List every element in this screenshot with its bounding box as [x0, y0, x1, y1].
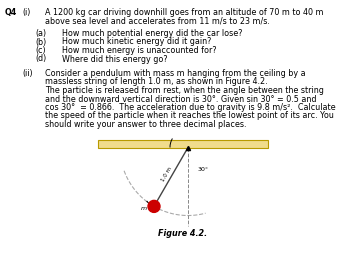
Text: and the downward vertical direction is 30°. Given sin 30° = 0.5 and: and the downward vertical direction is 3… — [45, 95, 316, 103]
Text: How much kinetic energy did it gain?: How much kinetic energy did it gain? — [62, 37, 211, 46]
Text: cos 30°  = 0.866.  The acceleration due to gravity is 9.8 m/s².  Calculate: cos 30° = 0.866. The acceleration due to… — [45, 103, 336, 112]
Text: massless string of length 1.0 m, as shown in Figure 4.2.: massless string of length 1.0 m, as show… — [45, 78, 268, 87]
Circle shape — [148, 200, 160, 212]
Text: A 1200 kg car driving downhill goes from an altitude of 70 m to 40 m: A 1200 kg car driving downhill goes from… — [45, 8, 323, 17]
Text: (d): (d) — [35, 54, 46, 64]
Text: (a): (a) — [35, 29, 46, 38]
Text: the speed of the particle when it reaches the lowest point of its arc. You: the speed of the particle when it reache… — [45, 111, 334, 120]
Text: should write your answer to three decimal places.: should write your answer to three decima… — [45, 120, 246, 129]
Text: 30°: 30° — [198, 167, 209, 172]
Text: Figure 4.2.: Figure 4.2. — [159, 230, 208, 238]
Text: How much potential energy did the car lose?: How much potential energy did the car lo… — [62, 29, 243, 38]
Text: m: m — [141, 206, 147, 211]
Text: (i): (i) — [22, 8, 30, 17]
Text: The particle is released from rest, when the angle between the string: The particle is released from rest, when… — [45, 86, 324, 95]
Text: (c): (c) — [35, 46, 46, 55]
Text: Consider a pendulum with mass m hanging from the ceiling by a: Consider a pendulum with mass m hanging … — [45, 69, 306, 78]
Text: Q4: Q4 — [5, 8, 17, 17]
Text: Where did this energy go?: Where did this energy go? — [62, 54, 168, 64]
Text: (ii): (ii) — [22, 69, 33, 78]
Text: (b): (b) — [35, 37, 46, 46]
Text: above sea level and accelerates from 11 m/s to 23 m/s.: above sea level and accelerates from 11 … — [45, 16, 270, 26]
Bar — [98, 139, 268, 147]
Text: How much energy is unaccounted for?: How much energy is unaccounted for? — [62, 46, 217, 55]
Text: 1.0 m: 1.0 m — [161, 166, 173, 182]
